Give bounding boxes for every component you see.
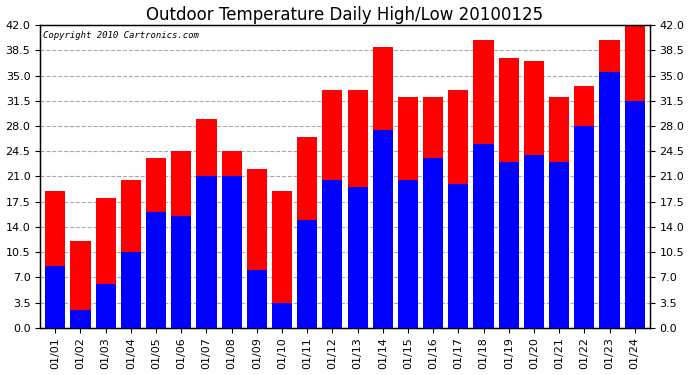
- Bar: [373, 130, 393, 328]
- Bar: [448, 184, 469, 328]
- Bar: [348, 90, 368, 328]
- Bar: [322, 90, 342, 328]
- Bar: [96, 198, 116, 328]
- Text: Copyright 2010 Cartronics.com: Copyright 2010 Cartronics.com: [43, 31, 199, 40]
- Bar: [70, 310, 90, 328]
- Bar: [272, 303, 292, 328]
- Bar: [146, 158, 166, 328]
- Bar: [297, 220, 317, 328]
- Bar: [45, 191, 66, 328]
- Title: Outdoor Temperature Daily High/Low 20100125: Outdoor Temperature Daily High/Low 20100…: [146, 6, 544, 24]
- Bar: [171, 216, 191, 328]
- Bar: [398, 97, 418, 328]
- Bar: [221, 176, 242, 328]
- Bar: [549, 97, 569, 328]
- Bar: [221, 151, 242, 328]
- Bar: [473, 144, 493, 328]
- Bar: [373, 47, 393, 328]
- Bar: [171, 151, 191, 328]
- Bar: [448, 90, 469, 328]
- Bar: [499, 57, 519, 328]
- Bar: [70, 241, 90, 328]
- Bar: [574, 86, 594, 328]
- Bar: [549, 162, 569, 328]
- Bar: [272, 191, 292, 328]
- Bar: [398, 180, 418, 328]
- Bar: [348, 187, 368, 328]
- Bar: [524, 61, 544, 328]
- Bar: [473, 39, 493, 328]
- Bar: [197, 176, 217, 328]
- Bar: [322, 180, 342, 328]
- Bar: [600, 39, 620, 328]
- Bar: [121, 252, 141, 328]
- Bar: [45, 267, 66, 328]
- Bar: [574, 126, 594, 328]
- Bar: [121, 180, 141, 328]
- Bar: [624, 101, 645, 328]
- Bar: [423, 158, 443, 328]
- Bar: [297, 137, 317, 328]
- Bar: [524, 155, 544, 328]
- Bar: [423, 97, 443, 328]
- Bar: [499, 162, 519, 328]
- Bar: [146, 213, 166, 328]
- Bar: [197, 119, 217, 328]
- Bar: [247, 270, 267, 328]
- Bar: [247, 169, 267, 328]
- Bar: [600, 72, 620, 328]
- Bar: [96, 285, 116, 328]
- Bar: [624, 25, 645, 328]
